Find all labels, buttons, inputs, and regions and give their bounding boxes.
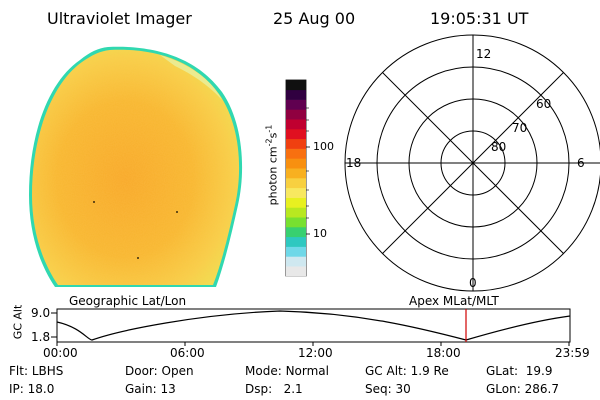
polar-lat-80: 80 [491,140,507,154]
timeline-axis-label: GC Alt [11,304,25,340]
colorbar-cell [286,80,306,91]
gain-field: Gain: 13 [125,382,176,396]
colorbar-tick-10: 10 [313,227,327,240]
colorbar-cell [286,236,306,247]
colorbar-cell [286,246,306,257]
colorbar-cell [286,178,306,189]
observation-time: 19:05:31 UT [430,9,529,28]
apex-title: Apex MLat/MLT [409,294,499,308]
colorbar-cell [286,256,306,267]
mode-field: Mode: Normal [245,364,329,378]
colorbar-cell [286,266,306,277]
polar-grid [344,34,600,292]
colorbar [286,80,306,277]
colorbar-tick-100: 100 [313,140,334,153]
colorbar-cell [286,138,306,149]
colorbar-cell [286,207,306,218]
dsp-field: Dsp: 2.1 [245,382,303,396]
timeline-tick-2359: 23:59 [555,346,590,360]
timeline-y-bottom: 1.8 [31,330,51,344]
timeline-tick-0600: 06:00 [170,346,205,360]
door-field: Door: Open [125,364,194,378]
colorbar-cell [286,148,306,159]
glon-field: GLon: 286.7 [486,382,559,396]
glat-field: GLat: 19.9 [486,364,553,378]
colorbar-label: photon cm-2s-1 [264,124,280,206]
timeline-tick-0000: 00:00 [43,346,78,360]
colorbar-cell [286,129,306,140]
colorbar-cell [286,119,306,130]
gcalt-field: GC Alt: 1.9 Re [365,364,449,378]
colorbar-cell [286,99,306,110]
timeline-y-top: 9.0 [31,306,51,320]
colorbar-cell [286,217,306,228]
polar-label-dusk: 18 [346,156,362,170]
colorbar-cell [286,168,306,179]
geographic-title: Geographic Lat/Lon [69,294,187,308]
colorbar-cell [286,227,306,238]
polar-label-midnight: 0 [469,276,477,290]
timeline-tick-1800: 18:00 [426,346,461,360]
timeline-tick-1200: 12:00 [298,346,333,360]
instrument-title: Ultraviolet Imager [47,9,192,28]
colorbar-cell [286,158,306,169]
altitude-timeline [51,308,571,346]
polar-lat-70: 70 [512,121,528,135]
colorbar-cell [286,197,306,208]
earth-disk-image [29,46,243,288]
polar-label-noon: 12 [476,47,492,61]
seq-field: Seq: 30 [365,382,411,396]
colorbar-cell [286,89,306,100]
polar-label-dawn: 6 [577,156,585,170]
observation-date: 25 Aug 00 [273,9,356,28]
polar-lat-60: 60 [536,97,552,111]
ip-field: IP: 18.0 [9,382,55,396]
filter-field: Flt: LBHS [9,364,64,378]
colorbar-cell [286,109,306,120]
colorbar-cell [286,187,306,198]
